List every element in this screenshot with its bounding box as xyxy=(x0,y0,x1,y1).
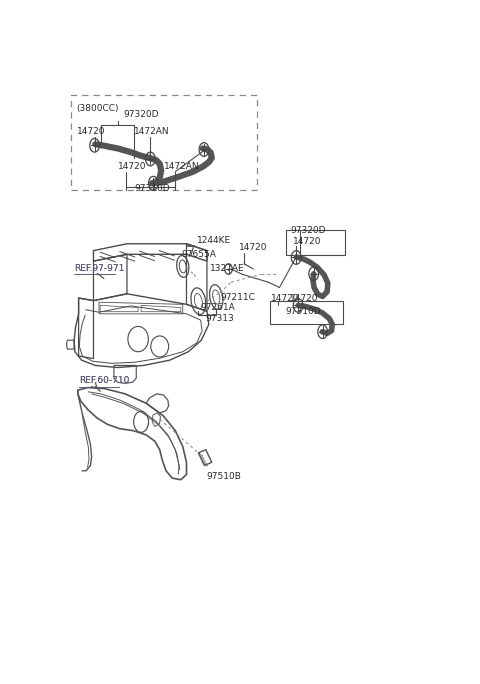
Text: 97310D: 97310D xyxy=(286,307,321,317)
Text: 97320D: 97320D xyxy=(290,226,325,235)
Text: REF.97-971: REF.97-971 xyxy=(74,264,124,273)
Bar xyxy=(286,230,345,255)
Text: 97320D: 97320D xyxy=(123,110,159,119)
Text: 14720: 14720 xyxy=(292,237,321,246)
Text: 97310D: 97310D xyxy=(134,184,170,193)
Text: 14720: 14720 xyxy=(239,243,267,252)
Text: 14720: 14720 xyxy=(271,294,299,303)
Text: 97211C: 97211C xyxy=(221,293,255,302)
Text: 14720: 14720 xyxy=(118,161,146,170)
Text: 1244KE: 1244KE xyxy=(197,237,231,246)
Bar xyxy=(270,301,343,324)
Text: 97655A: 97655A xyxy=(181,250,216,259)
Text: 97313: 97313 xyxy=(206,314,235,323)
Text: 97261A: 97261A xyxy=(201,303,235,312)
Text: REF.60-710: REF.60-710 xyxy=(79,376,130,386)
Polygon shape xyxy=(198,449,212,466)
Text: REF.60-710: REF.60-710 xyxy=(79,376,130,386)
Text: 97510B: 97510B xyxy=(206,473,241,482)
Text: 1472AN: 1472AN xyxy=(134,127,170,136)
Text: 1327AE: 1327AE xyxy=(210,264,244,274)
Text: (3800CC): (3800CC) xyxy=(77,104,119,113)
Text: 1472AN: 1472AN xyxy=(164,161,200,170)
Text: REF.97-971: REF.97-971 xyxy=(74,264,124,273)
Text: 14720: 14720 xyxy=(77,127,105,136)
Text: 14720: 14720 xyxy=(290,294,318,303)
